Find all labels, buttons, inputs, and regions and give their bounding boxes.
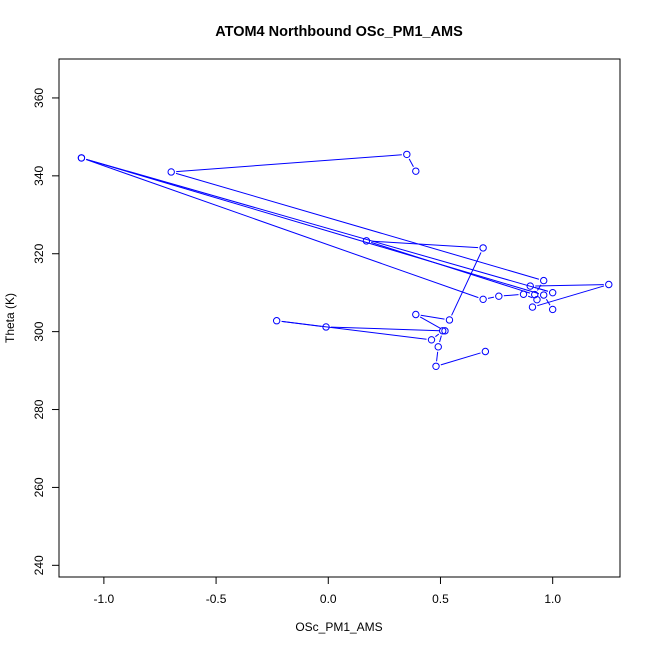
- data-point: [362, 237, 371, 245]
- y-tick-label: 260: [32, 477, 46, 497]
- series-segment: [527, 295, 533, 299]
- data-point: [412, 167, 420, 175]
- x-axis-label: OSc_PM1_AMS: [295, 620, 382, 634]
- series-segment: [408, 158, 414, 167]
- data-point: [412, 310, 420, 319]
- series-segment: [487, 296, 495, 299]
- data-point: [479, 244, 487, 252]
- data-point: [432, 362, 440, 370]
- y-tick-label: 240: [32, 555, 46, 575]
- data-series: [167, 150, 548, 370]
- series-segment: [440, 352, 481, 366]
- data-point: [445, 316, 454, 324]
- data-point: [495, 292, 503, 300]
- data-point: [540, 276, 548, 285]
- x-tick-label: 0.5: [432, 592, 449, 606]
- y-tick-label: 320: [32, 243, 46, 263]
- chart-title: ATOM4 Northbound OSc_PM1_AMS: [215, 24, 463, 40]
- y-tick-label: 280: [32, 399, 46, 419]
- data-series: [77, 154, 613, 314]
- series-segment: [371, 240, 479, 249]
- data-point: [272, 317, 281, 325]
- data-point: [434, 343, 442, 351]
- data-point: [167, 168, 175, 176]
- data-point: [479, 295, 487, 304]
- series-segment: [535, 284, 604, 287]
- data-point: [528, 303, 537, 311]
- series-segment: [420, 314, 445, 320]
- data-point: [441, 327, 449, 335]
- series-segment: [451, 252, 482, 316]
- series-segment: [545, 299, 551, 306]
- series-segment: [503, 294, 519, 297]
- x-tick-label: 1.0: [544, 592, 561, 606]
- data-point: [605, 280, 613, 289]
- data-point: [322, 323, 330, 331]
- series-segment: [175, 172, 540, 280]
- series-segment: [281, 320, 322, 327]
- data-point: [403, 150, 411, 159]
- data-point: [540, 291, 548, 299]
- x-tick-label: -1.0: [94, 592, 115, 606]
- y-axis-label: Theta (K): [3, 293, 17, 343]
- y-tick-label: 300: [32, 321, 46, 341]
- data-point: [526, 282, 534, 290]
- data-point: [77, 154, 86, 162]
- x-tick-label: 0.0: [320, 592, 337, 606]
- series-segment: [435, 333, 440, 338]
- y-tick-label: 340: [32, 166, 46, 186]
- x-tick-label: -0.5: [206, 592, 227, 606]
- series-segment: [331, 326, 440, 332]
- data-point: [548, 288, 557, 297]
- plot-frame: [58, 58, 621, 578]
- y-tick-label: 360: [32, 88, 46, 108]
- series-segment: [86, 158, 540, 295]
- data-point: [427, 336, 436, 344]
- series-segment: [176, 154, 402, 173]
- data-point: [481, 347, 490, 356]
- data-point: [548, 305, 557, 314]
- data-point: [439, 327, 447, 335]
- series-segment: [436, 351, 439, 362]
- data-point: [519, 290, 528, 298]
- series-segment: [85, 159, 479, 299]
- series-layer: [77, 150, 613, 370]
- series-segment: [86, 158, 549, 292]
- series-segment: [419, 316, 441, 329]
- data-point: [533, 295, 541, 304]
- axes: -1.0 -0.5 0.0 0.5 1.0 240 260 280 300 320 340 360: [32, 58, 621, 606]
- series-segment: [439, 335, 442, 343]
